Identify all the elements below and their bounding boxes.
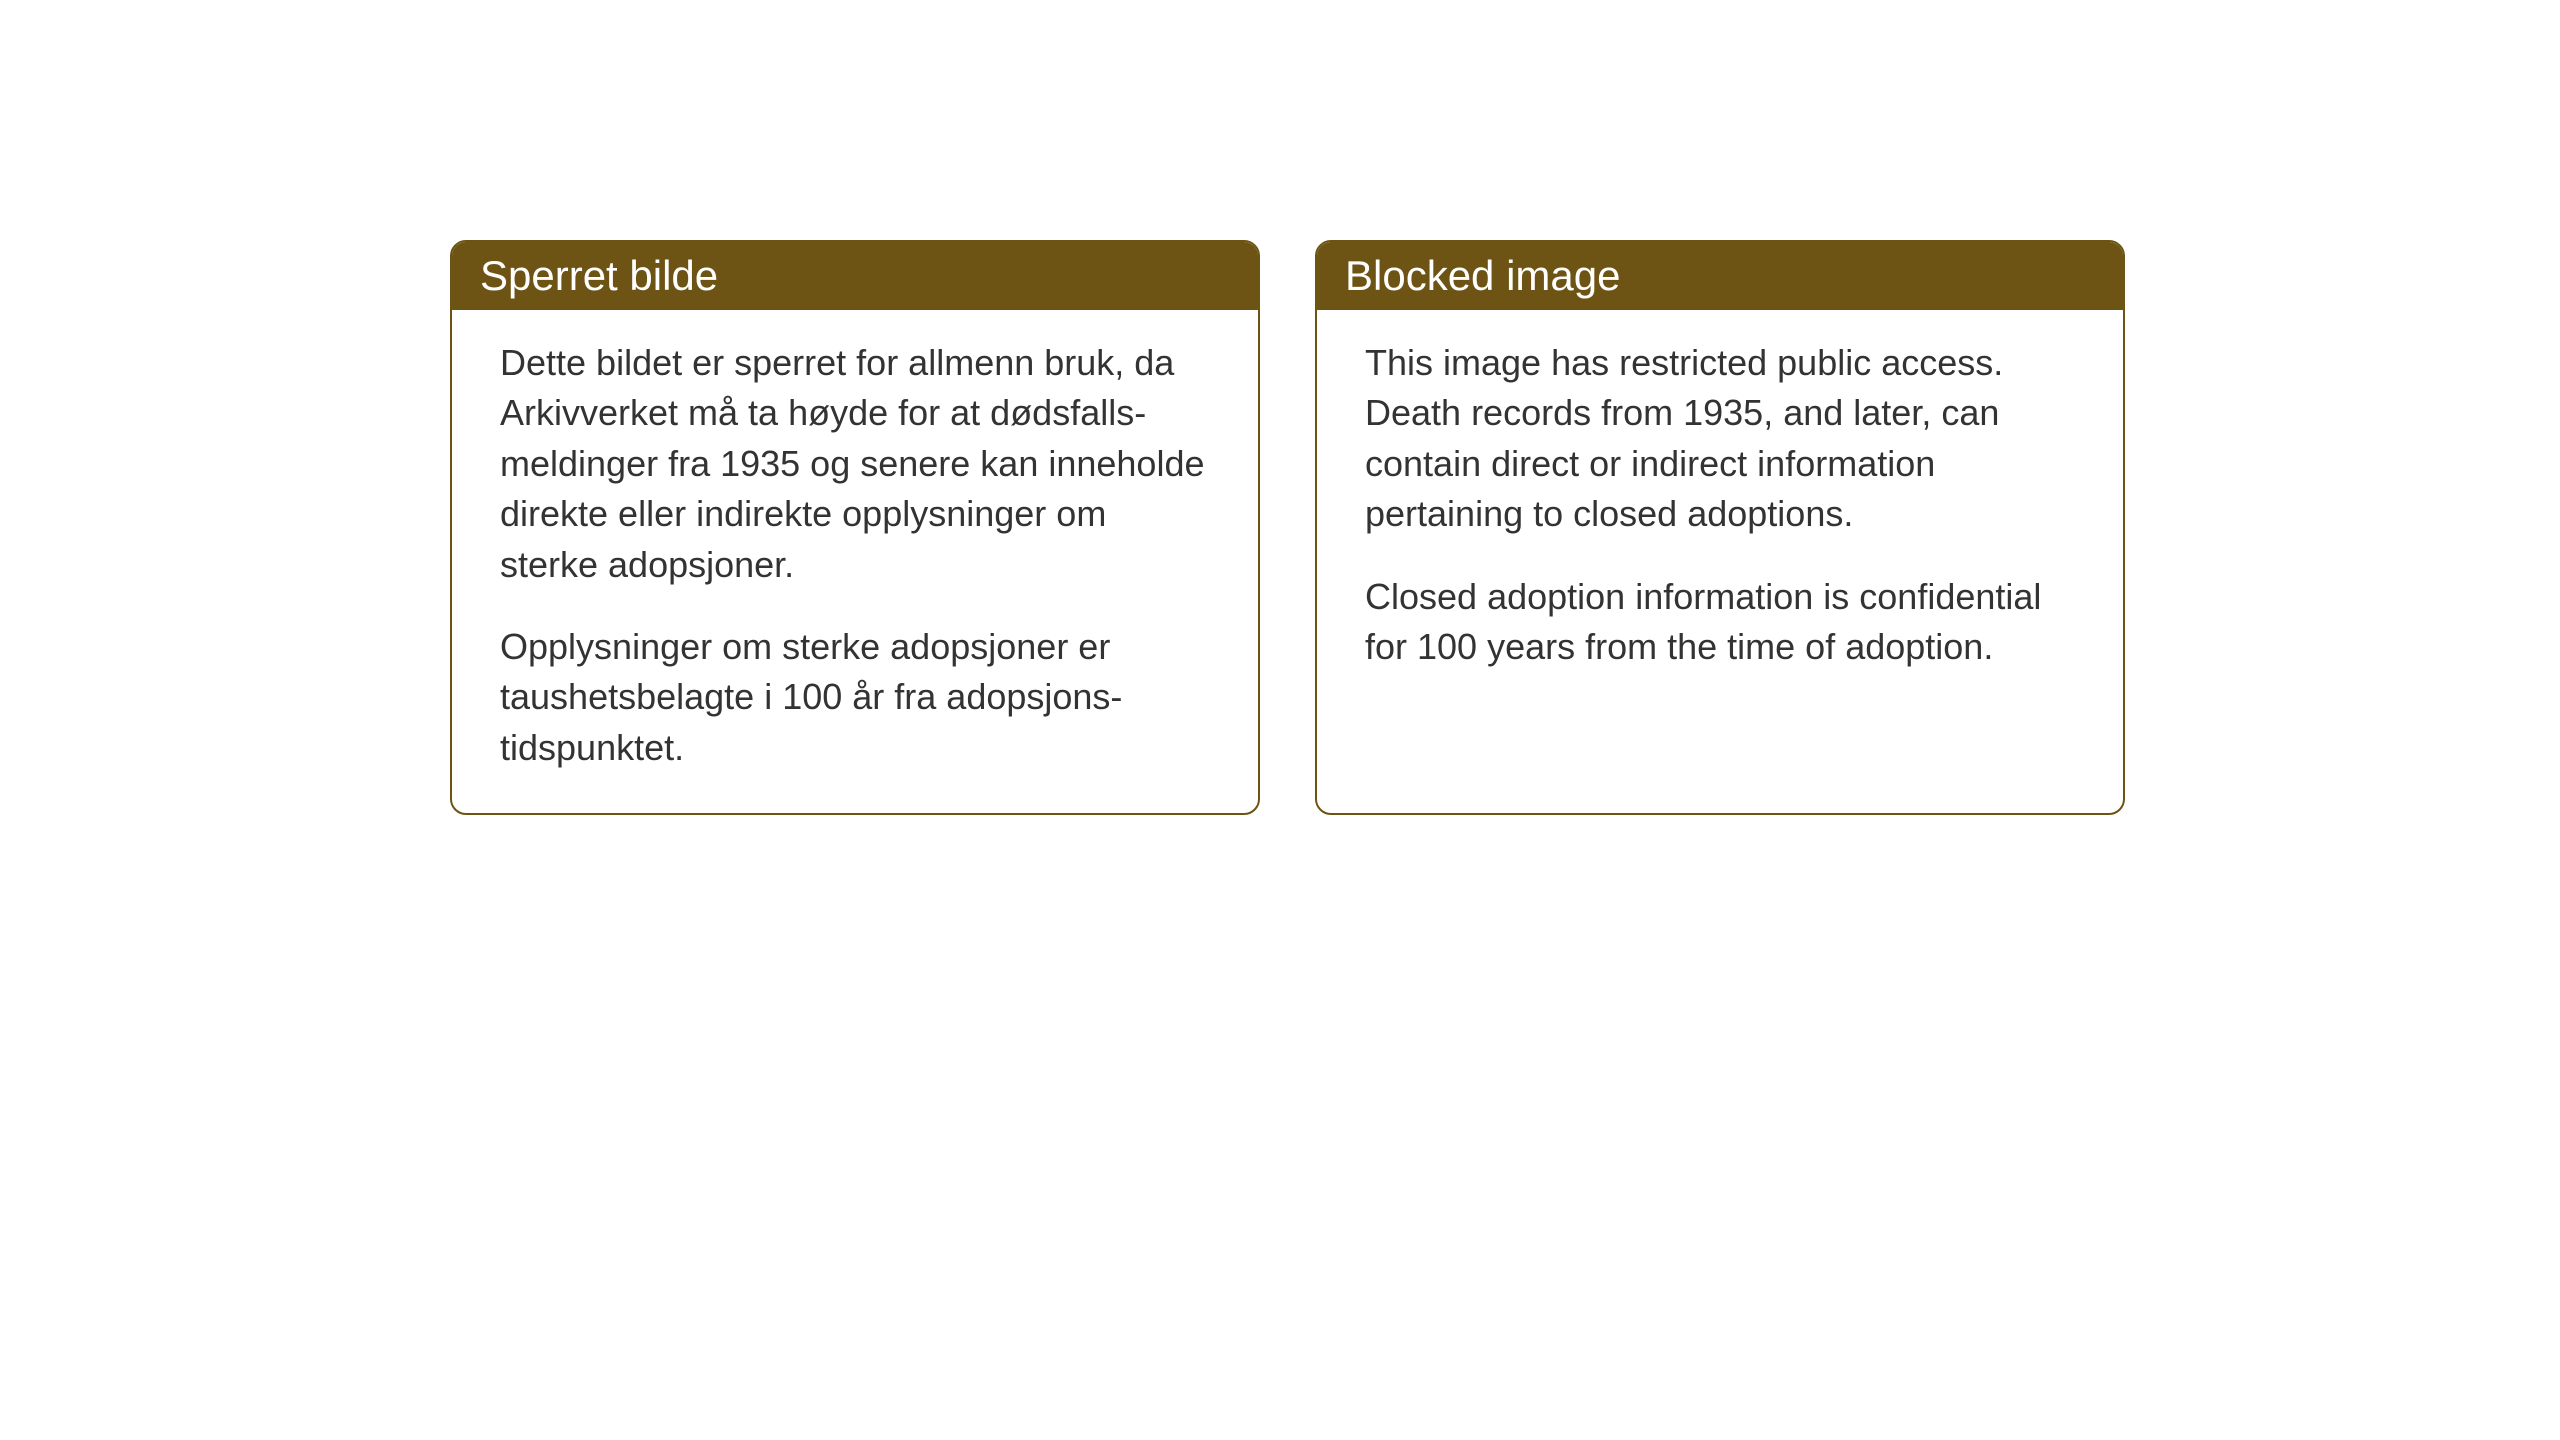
norwegian-paragraph-2: Opplysninger om sterke adopsjoner er tau… (500, 622, 1210, 773)
norwegian-notice-card: Sperret bilde Dette bildet er sperret fo… (450, 240, 1260, 815)
norwegian-paragraph-1: Dette bildet er sperret for allmenn bruk… (500, 338, 1210, 590)
cards-container: Sperret bilde Dette bildet er sperret fo… (450, 240, 2125, 815)
norwegian-card-title: Sperret bilde (452, 242, 1258, 310)
english-card-title: Blocked image (1317, 242, 2123, 310)
norwegian-card-body: Dette bildet er sperret for allmenn bruk… (452, 310, 1258, 813)
english-card-body: This image has restricted public access.… (1317, 310, 2123, 712)
english-paragraph-2: Closed adoption information is confident… (1365, 572, 2075, 673)
english-paragraph-1: This image has restricted public access.… (1365, 338, 2075, 540)
english-notice-card: Blocked image This image has restricted … (1315, 240, 2125, 815)
